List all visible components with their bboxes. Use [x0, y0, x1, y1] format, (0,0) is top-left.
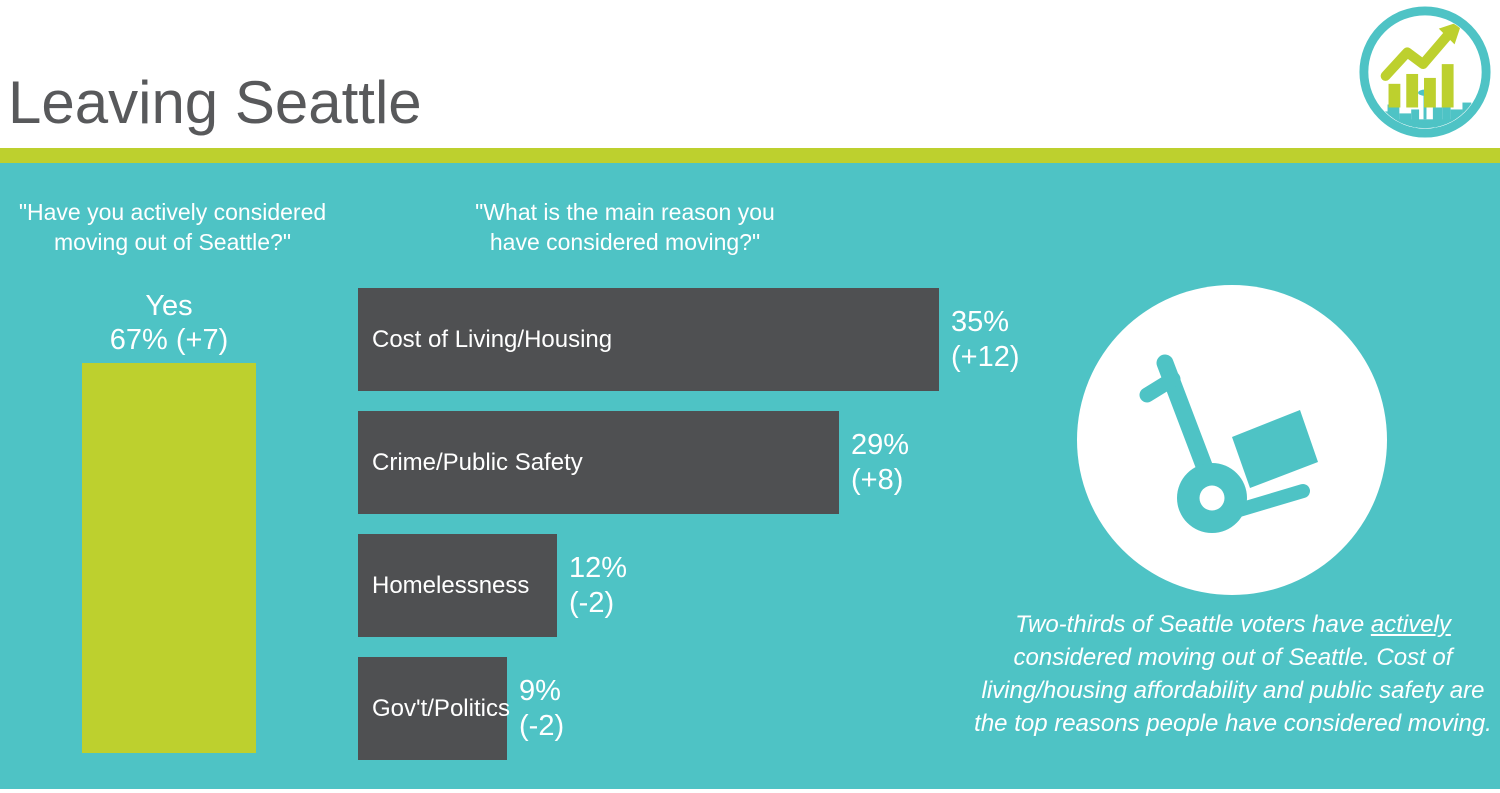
question-moving-line1: "Have you actively considered: [18, 199, 327, 225]
reason-bar-value: 9% (-2): [519, 674, 565, 742]
question-moving: "Have you actively considered moving out…: [0, 197, 345, 257]
yes-value-label: 67% (+7): [109, 324, 229, 356]
question-reason-line1: "What is the main reason you: [475, 199, 775, 225]
question-moving-line2: moving out of Seattle?": [53, 229, 292, 255]
hand-truck-icon: [1139, 354, 1318, 533]
reason-bar: Gov't/Politics: [358, 657, 510, 760]
callout-after: considered moving out of Seattle. Cost o…: [974, 644, 1492, 737]
reason-bar-row: Homelessness 12% (-2): [358, 534, 1020, 637]
question-reason-line2: have considered moving?": [489, 229, 761, 255]
page-title: Leaving Seattle: [8, 69, 422, 136]
mover-circle: [1077, 285, 1387, 595]
reason-bar-value: 35% (+12): [951, 305, 1020, 373]
bottom-strip: [0, 789, 1500, 793]
reason-bar-value: 12% (-2): [569, 551, 628, 619]
teal-canvas: "Have you actively considered moving out…: [0, 163, 1500, 789]
growth-chart-logo-icon: [1359, 6, 1491, 138]
reason-bar: Homelessness: [358, 534, 557, 637]
reason-bar-row: Crime/Public Safety 29% (+8): [358, 411, 1020, 514]
header: Leaving Seattle: [0, 0, 1500, 163]
reason-bar-label: Crime/Public Safety: [372, 448, 583, 476]
reason-bar-value: 29% (+8): [851, 428, 910, 496]
reason-bar-label: Homelessness: [372, 571, 530, 599]
divider-bar: [0, 148, 1500, 163]
question-reason: "What is the main reason you have consid…: [430, 197, 820, 257]
yes-category-label: Yes: [145, 290, 193, 322]
callout-text: Two-thirds of Seattle voters have active…: [968, 608, 1498, 740]
yes-bar-header: Yes 67% (+7): [40, 289, 298, 357]
reason-bar-label: Gov't/Politics: [372, 694, 510, 722]
callout-before: Two-thirds of Seattle voters have: [1015, 611, 1371, 638]
reason-bar-row: Gov't/Politics 9% (-2): [358, 657, 1020, 760]
reason-bar: Cost of Living/Housing: [358, 288, 939, 391]
reason-bar-label: Cost of Living/Housing: [372, 325, 613, 353]
yes-bar: [82, 363, 256, 753]
reason-bar-row: Cost of Living/Housing 35% (+12): [358, 288, 1020, 391]
reason-bars: Cost of Living/Housing 35% (+12) Crime/Publ…: [358, 288, 1020, 780]
reason-bar: Crime/Public Safety: [358, 411, 839, 514]
callout-underlined: actively: [1370, 611, 1451, 638]
